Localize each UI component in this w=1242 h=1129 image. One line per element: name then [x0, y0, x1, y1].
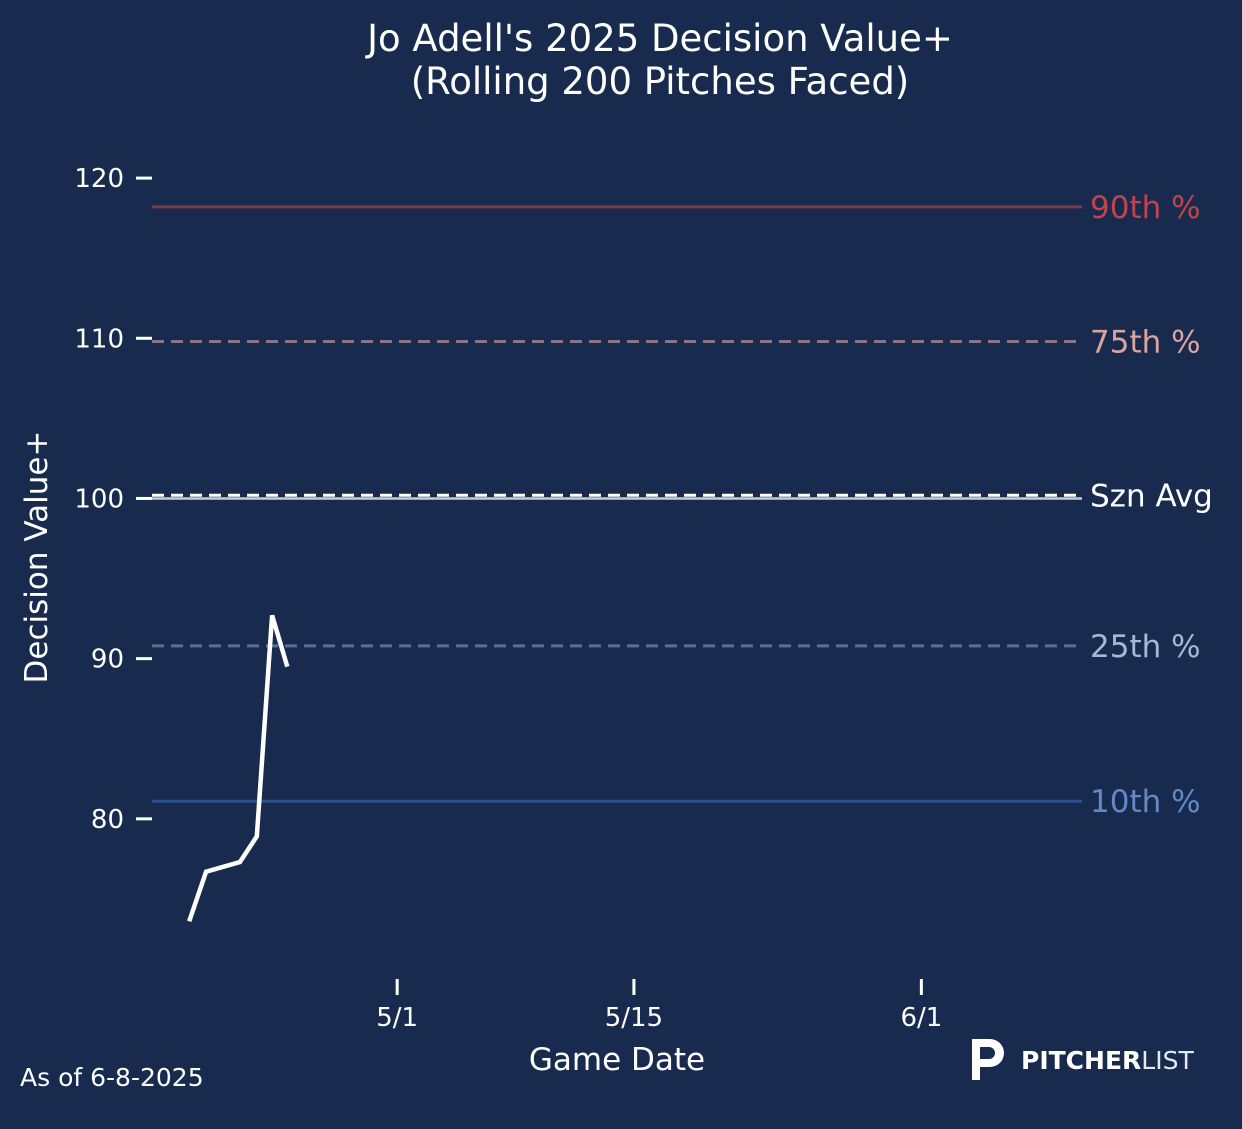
ref-label-25th: 25th % — [1090, 629, 1201, 665]
y-axis: 80 90 100 110 120 — [74, 164, 152, 835]
reference-lines: 90th % 75th % Szn Avg 25th % 10th % — [152, 190, 1213, 820]
svg-text:PITCHERLIST: PITCHERLIST — [1021, 1046, 1194, 1075]
x-tick-label: 5/1 — [376, 1003, 418, 1033]
ref-label-75th: 75th % — [1090, 324, 1201, 360]
ref-label-90th: 90th % — [1090, 190, 1201, 226]
chart-title-line2: (Rolling 200 Pitches Faced) — [411, 60, 910, 103]
y-tick-label: 80 — [91, 805, 124, 835]
pitcherlist-p-icon — [972, 1039, 1004, 1080]
y-tick-label: 100 — [74, 484, 124, 514]
as-of-date: As of 6-8-2025 — [20, 1063, 204, 1092]
series-line-decision-value — [187, 614, 290, 923]
x-axis-label: Game Date — [529, 1042, 705, 1078]
chart-title-line1: Jo Adell's 2025 Decision Value+ — [365, 17, 953, 60]
x-axis: 5/1 5/15 6/1 — [376, 979, 942, 1033]
y-tick-label: 90 — [91, 645, 124, 675]
ref-label-szn-avg: Szn Avg — [1090, 478, 1213, 514]
logo-brand-bold: PITCHER — [1021, 1046, 1141, 1075]
ref-label-10th: 10th % — [1090, 784, 1201, 820]
y-tick-label: 120 — [74, 164, 124, 194]
pitcherlist-logo: PITCHERLIST — [972, 1039, 1194, 1080]
x-tick-label: 6/1 — [900, 1003, 942, 1033]
series-group — [187, 614, 290, 923]
logo-brand-light: LIST — [1141, 1046, 1194, 1075]
x-tick-label: 5/15 — [605, 1003, 663, 1033]
y-tick-label: 110 — [74, 324, 124, 354]
y-axis-label: Decision Value+ — [19, 431, 55, 684]
